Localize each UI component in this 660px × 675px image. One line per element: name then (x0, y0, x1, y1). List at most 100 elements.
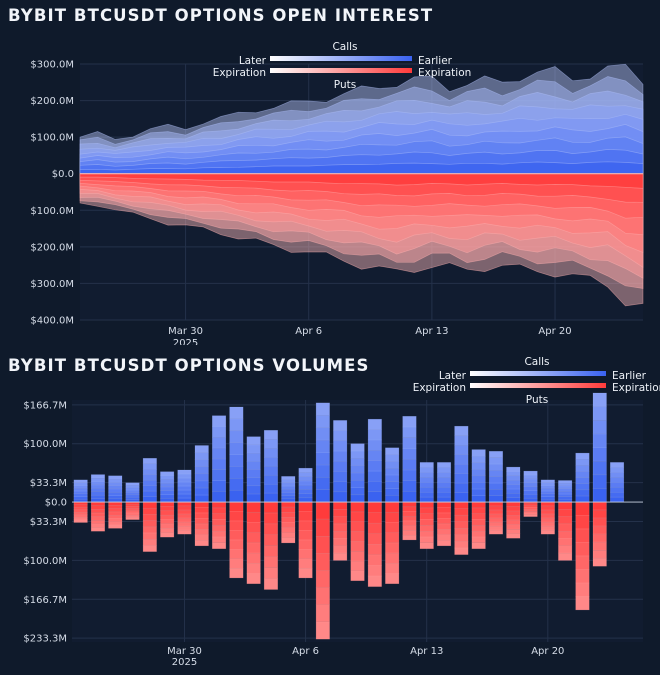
vol-calls-bar (160, 471, 175, 476)
vol-calls-bar (333, 491, 348, 503)
vol-puts-bar (350, 511, 365, 522)
vol-calls-bar (385, 454, 400, 462)
vol-puts-bar (177, 521, 192, 527)
vol-puts-bar (142, 538, 157, 546)
vol-calls-bar (212, 480, 227, 492)
vol-calls-bar (281, 488, 296, 493)
vol-puts-bar (315, 553, 330, 571)
vol-calls-bar (90, 474, 105, 479)
vol-x-tick-label: Mar 30 (167, 646, 202, 657)
vol-calls-bar (454, 473, 469, 484)
volumes-title: BYBIT BTCUSDT OPTIONS VOLUMES (8, 356, 370, 375)
vol-calls-bar (454, 435, 469, 446)
vol-calls-bar (575, 495, 590, 503)
vol-calls-bar (402, 469, 417, 481)
vol-calls-bar (125, 499, 140, 503)
vol-calls-bar (212, 415, 227, 427)
vol-calls-bar (575, 483, 590, 491)
vol-puts-bar (177, 525, 192, 531)
vol-puts-bar (367, 544, 382, 556)
vol-puts-bar (263, 512, 278, 525)
vol-calls-bar (73, 485, 88, 489)
vol-calls-bar (350, 472, 365, 481)
vol-calls-bar (575, 452, 590, 460)
vol-calls-bar (281, 492, 296, 496)
vol-puts-bar (506, 533, 521, 539)
vol-calls-bar (90, 491, 105, 496)
vol-puts-bar (575, 501, 590, 516)
vol-puts-bar (540, 509, 555, 515)
vol-calls-bar (558, 496, 573, 500)
vol-calls-bar (437, 486, 452, 493)
vol-puts-bar (90, 505, 105, 510)
vol-calls-bar (125, 482, 140, 486)
oi-x-tick-label: Apr 13 (415, 326, 448, 337)
vol-puts-bar (194, 540, 209, 547)
vol-puts-bar (437, 534, 452, 541)
vol-calls-bar (108, 495, 123, 500)
vol-calls-bar (160, 494, 175, 499)
vol-calls-bar (610, 467, 625, 473)
vol-puts-bar (523, 509, 538, 512)
vol-calls-bar (281, 495, 296, 500)
vol-puts-bar (333, 530, 348, 539)
vol-calls-bar (229, 418, 244, 432)
vol-calls-bar (488, 463, 503, 471)
vol-puts-bar (471, 530, 486, 538)
vol-puts-bar (281, 501, 296, 508)
vol-calls-bar (471, 468, 486, 477)
vol-puts-bar (437, 523, 452, 530)
vol-puts-bar (575, 582, 590, 597)
vol-puts-bar (333, 538, 348, 547)
vol-calls-bar (212, 447, 227, 460)
vol-puts-bar (160, 501, 175, 507)
vol-puts-bar (471, 507, 486, 514)
vol-puts-bar (506, 501, 521, 507)
vol-puts-bar (419, 525, 434, 532)
vol-calls-bar (315, 452, 330, 466)
vol-puts-bar (333, 501, 348, 510)
vol-calls-bar (315, 464, 330, 478)
vol-calls-bar (575, 465, 590, 472)
vol-puts-bar (471, 513, 486, 520)
vol-calls-bar (160, 486, 175, 491)
vol-puts-bar (90, 512, 105, 517)
vol-calls-bar (488, 457, 503, 465)
vol-calls-bar (385, 481, 400, 489)
vol-calls-bar (454, 425, 469, 436)
vol-calls-bar (142, 479, 157, 486)
oi-y-tick-label: $400.0M (30, 316, 74, 327)
vol-calls-bar (298, 472, 313, 477)
vol-puts-bar (385, 512, 400, 523)
vol-calls-bar (540, 496, 555, 500)
vol-puts-bar (540, 525, 555, 531)
vol-calls-bar (142, 474, 157, 481)
vol-calls-bar (506, 497, 521, 503)
vol-calls-bar (142, 463, 157, 470)
vol-puts-bar (333, 516, 348, 525)
vol-puts-bar (506, 519, 521, 525)
vol-calls-bar (610, 486, 625, 493)
vol-puts-bar (367, 554, 382, 566)
vol-puts-bar (90, 509, 105, 514)
vol-calls-bar (471, 455, 486, 463)
vol-calls-bar (350, 487, 365, 496)
vol-legend-calls-gradient (470, 371, 606, 376)
vol-puts-bar (523, 510, 538, 514)
vol-puts-bar (194, 512, 209, 519)
vol-calls-bar (281, 485, 296, 490)
vol-calls-bar (610, 496, 625, 503)
oi-legend-earlier-expiration-label: Expiration (418, 67, 471, 79)
vol-calls-bar (523, 497, 538, 503)
vol-puts-bar (402, 530, 417, 536)
vol-calls-bar (506, 479, 521, 485)
vol-puts-bar (419, 536, 434, 544)
vol-puts-bar (333, 552, 348, 561)
vol-puts-bar (142, 507, 157, 515)
vol-calls-bar (298, 497, 313, 503)
vol-calls-bar (125, 484, 140, 488)
vol-puts-bar (125, 506, 140, 509)
vol-calls-bar (558, 482, 573, 487)
vol-puts-bar (108, 511, 123, 516)
vol-puts-bar (315, 501, 330, 520)
